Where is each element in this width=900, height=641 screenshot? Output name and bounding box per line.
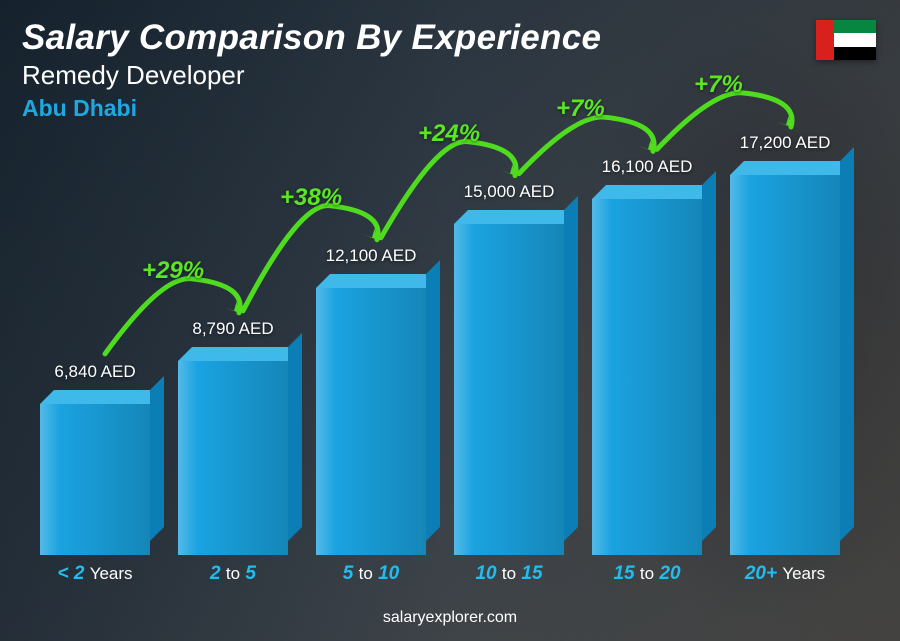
chart-title: Salary Comparison By Experience (22, 18, 601, 58)
uae-flag-icon (816, 20, 876, 60)
chart-subtitle: Remedy Developer (22, 60, 601, 91)
flag-bar-red (816, 20, 834, 60)
pct-increase-label: +7% (694, 71, 743, 99)
increase-arrow-icon (30, 101, 850, 581)
salary-bar-chart: 6,840 AED8,790 AED12,100 AED15,000 AED16… (30, 101, 850, 581)
footer-attribution: salaryexplorer.com (0, 609, 900, 627)
